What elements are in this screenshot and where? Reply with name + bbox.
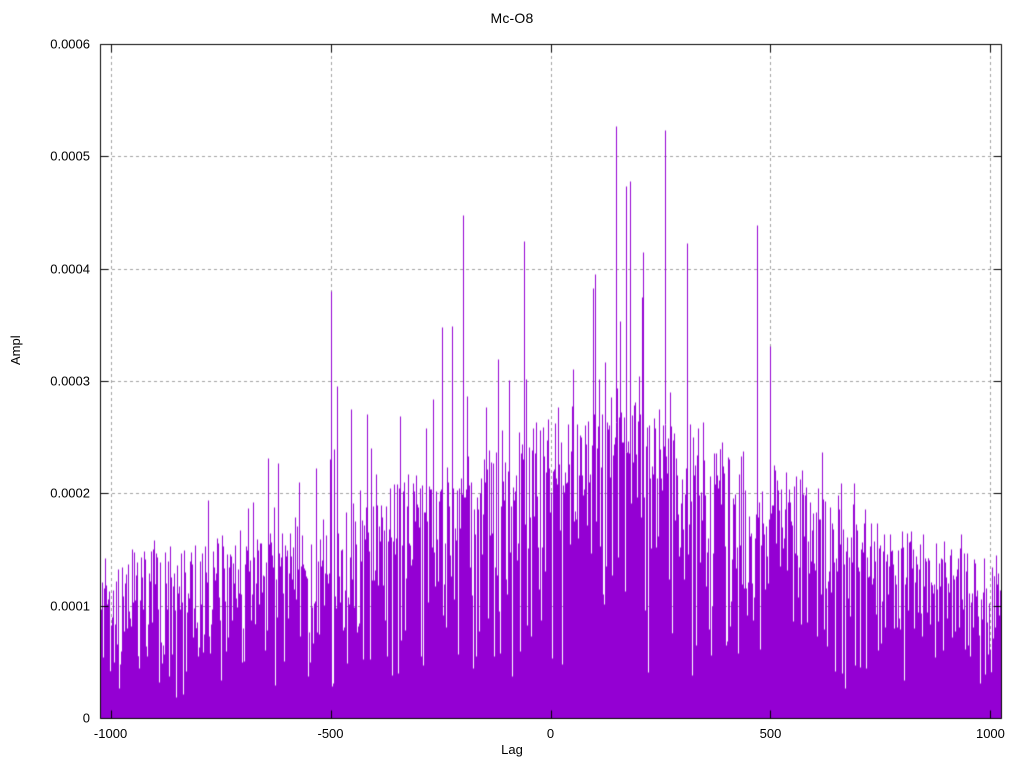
x-tick-label: -1000	[93, 726, 128, 741]
y-tick-label: 0.0002	[50, 485, 90, 501]
x-tick-label: -500	[317, 726, 344, 741]
x-axis-label: Lag	[501, 742, 523, 757]
x-tick-label: 0	[546, 726, 555, 741]
y-tick-label: 0	[82, 710, 90, 726]
x-tick-label: 500	[759, 726, 782, 741]
y-tick-label: 0.0004	[50, 261, 90, 277]
y-tick-label: 0.0003	[50, 373, 90, 389]
x-tick-label: 1000	[975, 726, 1005, 741]
y-tick-label: 0.0006	[50, 36, 90, 52]
y-tick-label: 0.0001	[50, 598, 90, 614]
y-tick-label: 0.0005	[50, 148, 90, 164]
